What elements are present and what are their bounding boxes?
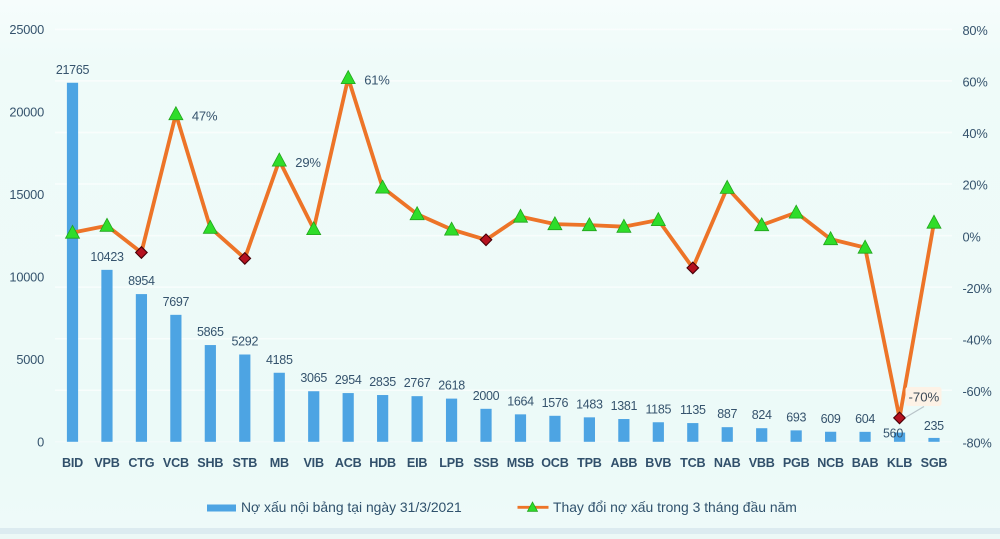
svg-text:MSB: MSB — [507, 456, 534, 470]
svg-text:-80%: -80% — [963, 436, 992, 451]
svg-text:SSB: SSB — [473, 456, 498, 470]
svg-text:CTG: CTG — [128, 456, 154, 470]
svg-text:HDB: HDB — [369, 456, 396, 470]
svg-text:MB: MB — [270, 456, 289, 470]
svg-text:EIB: EIB — [407, 456, 427, 470]
svg-text:ABB: ABB — [611, 456, 638, 470]
svg-text:25000: 25000 — [9, 22, 44, 37]
svg-text:60%: 60% — [963, 75, 988, 90]
svg-text:LPB: LPB — [439, 456, 464, 470]
svg-text:887: 887 — [717, 407, 737, 421]
svg-text:STB: STB — [233, 456, 258, 470]
svg-text:VCB: VCB — [163, 456, 189, 470]
svg-text:5865: 5865 — [197, 325, 224, 339]
svg-text:1576: 1576 — [542, 396, 569, 410]
svg-text:40%: 40% — [963, 126, 988, 141]
svg-text:PGB: PGB — [783, 456, 810, 470]
svg-text:1135: 1135 — [680, 403, 706, 417]
svg-text:-60%: -60% — [963, 384, 992, 399]
svg-text:4185: 4185 — [266, 353, 293, 367]
svg-text:0: 0 — [37, 434, 44, 449]
svg-text:OCB: OCB — [541, 456, 568, 470]
svg-text:7697: 7697 — [163, 295, 190, 309]
svg-text:47%: 47% — [192, 109, 218, 124]
svg-text:61%: 61% — [364, 73, 390, 88]
svg-text:1185: 1185 — [645, 402, 671, 416]
svg-text:21765: 21765 — [56, 63, 90, 77]
svg-text:609: 609 — [821, 412, 841, 426]
svg-text:2835: 2835 — [369, 375, 396, 389]
svg-text:560: 560 — [883, 427, 903, 441]
svg-text:5000: 5000 — [16, 352, 44, 367]
svg-text:8954: 8954 — [128, 274, 155, 288]
svg-text:2767: 2767 — [404, 376, 431, 390]
svg-text:693: 693 — [786, 410, 806, 424]
svg-text:NAB: NAB — [714, 456, 741, 470]
svg-text:20%: 20% — [963, 178, 988, 193]
svg-text:TPB: TPB — [577, 456, 602, 470]
svg-text:20000: 20000 — [9, 105, 44, 120]
svg-text:BID: BID — [62, 456, 83, 470]
svg-text:15000: 15000 — [9, 187, 44, 202]
svg-text:10000: 10000 — [9, 269, 44, 284]
svg-text:824: 824 — [752, 408, 772, 422]
svg-text:Nợ xấu nội bảng tại ngày 31/3/: Nợ xấu nội bảng tại ngày 31/3/2021 — [241, 499, 462, 515]
svg-text:1664: 1664 — [507, 394, 534, 408]
svg-text:BAB: BAB — [852, 456, 879, 470]
svg-text:1381: 1381 — [611, 399, 638, 413]
svg-text:TCB: TCB — [680, 456, 705, 470]
svg-text:ACB: ACB — [335, 456, 362, 470]
svg-text:235: 235 — [924, 419, 944, 433]
svg-text:VBB: VBB — [749, 456, 775, 470]
svg-text:SHB: SHB — [197, 456, 223, 470]
svg-text:2618: 2618 — [438, 379, 465, 393]
svg-text:-70%: -70% — [909, 389, 940, 404]
svg-text:Thay đổi nợ xấu trong 3 tháng: Thay đổi nợ xấu trong 3 tháng đầu năm — [553, 499, 797, 515]
svg-text:3065: 3065 — [300, 371, 327, 385]
svg-text:-20%: -20% — [963, 281, 992, 296]
svg-text:KLB: KLB — [887, 456, 912, 470]
svg-text:2000: 2000 — [473, 389, 500, 403]
svg-text:80%: 80% — [963, 23, 988, 38]
svg-text:29%: 29% — [295, 155, 321, 170]
svg-text:SGB: SGB — [921, 456, 948, 470]
svg-text:0%: 0% — [963, 229, 981, 244]
svg-text:BVB: BVB — [645, 456, 671, 470]
svg-text:1483: 1483 — [576, 397, 603, 411]
svg-text:VIB: VIB — [303, 456, 323, 470]
svg-text:5292: 5292 — [231, 335, 258, 349]
svg-text:10423: 10423 — [90, 250, 124, 264]
svg-text:604: 604 — [855, 412, 875, 426]
svg-text:-40%: -40% — [963, 332, 992, 347]
svg-text:NCB: NCB — [817, 456, 844, 470]
svg-text:2954: 2954 — [335, 373, 362, 387]
svg-text:VPB: VPB — [94, 456, 119, 470]
